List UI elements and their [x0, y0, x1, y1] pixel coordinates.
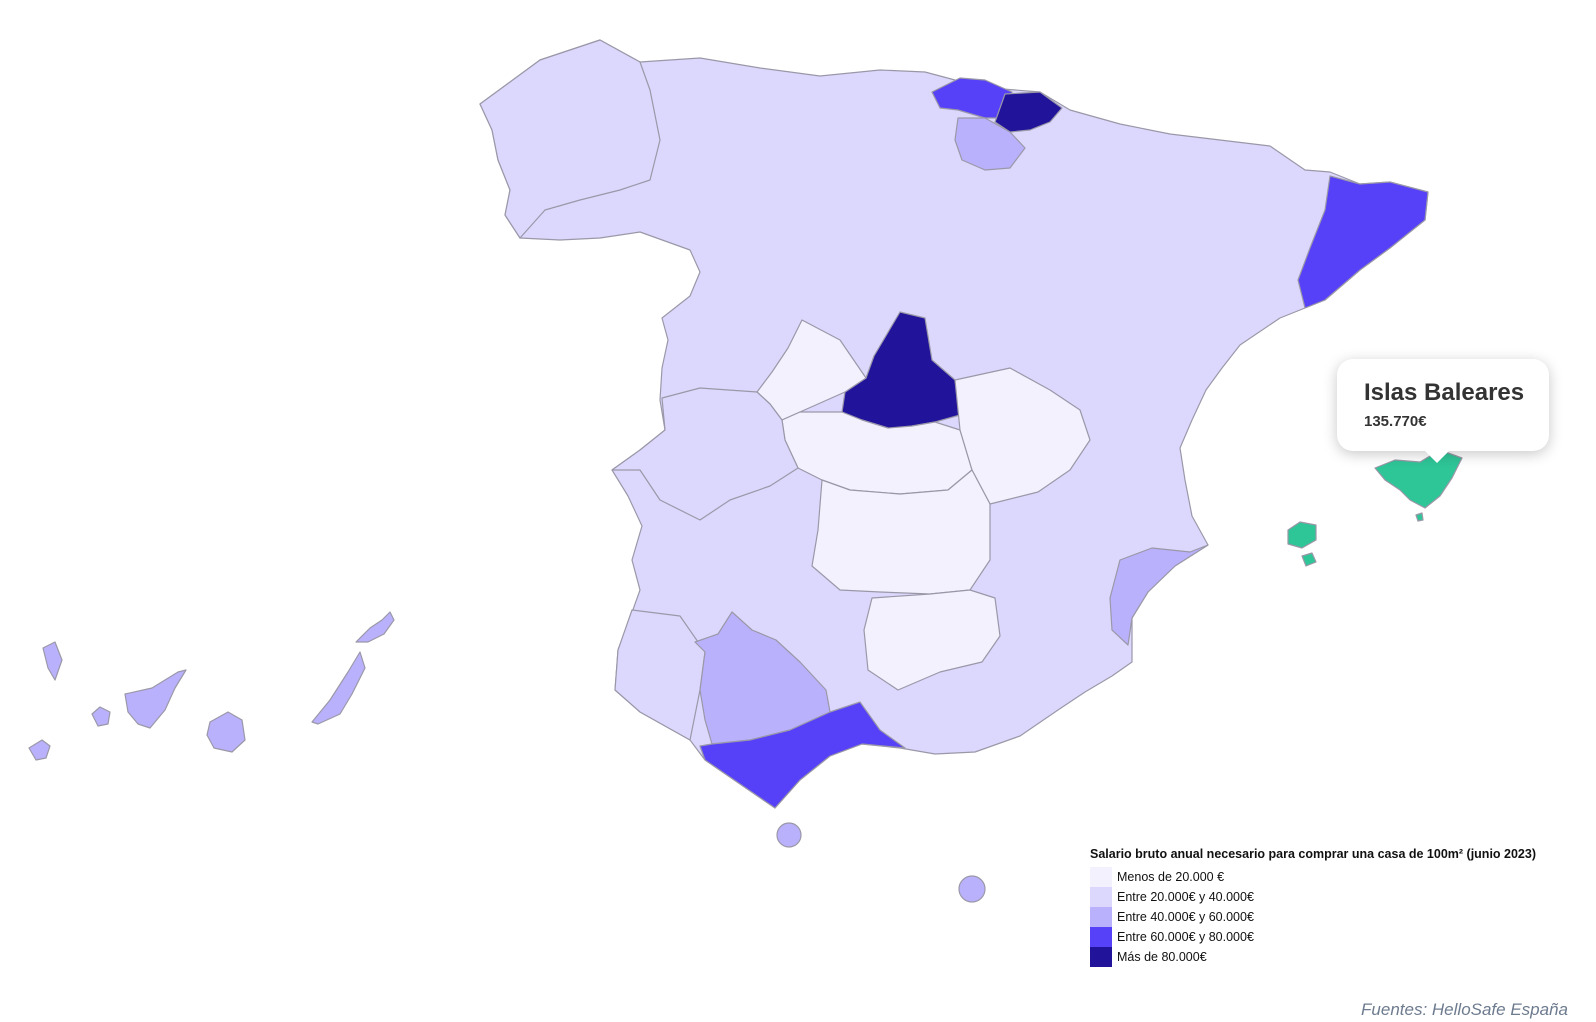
source-credit: Fuentes: HelloSafe España	[1361, 1000, 1568, 1019]
region-la-gomera[interactable]	[91, 706, 111, 727]
legend-item: Entre 20.000€ y 40.000€	[1090, 887, 1590, 907]
region-caceres[interactable]	[611, 387, 799, 521]
region-galicia-asturias[interactable]	[479, 39, 661, 239]
tooltip-region-name: Islas Baleares	[1364, 379, 1525, 406]
legend-swatch	[1090, 947, 1112, 967]
legend-label: Menos de 20.000 €	[1117, 870, 1225, 884]
region-melilla[interactable]	[958, 875, 986, 903]
region-ceuta[interactable]	[776, 822, 802, 848]
region-alava[interactable]	[954, 117, 1026, 171]
map-legend: Salario bruto anual necesario para compr…	[1090, 847, 1590, 967]
legend-label: Entre 20.000€ y 40.000€	[1117, 890, 1254, 904]
legend-label: Más de 80.000€	[1117, 950, 1207, 964]
region-fuerteventura[interactable]	[311, 651, 366, 725]
legend-swatch	[1090, 907, 1112, 927]
region-alicante[interactable]	[1109, 544, 1209, 646]
region-tenerife[interactable]	[124, 669, 187, 729]
region-huelva[interactable]	[614, 609, 706, 741]
tooltip-region-value: 135.770€	[1364, 413, 1427, 430]
region-mallorca[interactable]	[1374, 449, 1463, 509]
legend-swatch	[1090, 887, 1112, 907]
legend-label: Entre 60.000€ y 80.000€	[1117, 930, 1254, 944]
legend-title: Salario bruto anual necesario para compr…	[1090, 847, 1536, 861]
region-el-hierro[interactable]	[28, 739, 51, 761]
region-formentera[interactable]	[1301, 552, 1317, 567]
region-gran-canaria[interactable]	[206, 711, 246, 753]
legend-item: Entre 40.000€ y 60.000€	[1090, 907, 1590, 927]
region-la-palma[interactable]	[42, 641, 63, 681]
region-ibiza[interactable]	[1287, 521, 1317, 549]
region-tooltip: Islas Baleares 135.770€	[1337, 359, 1549, 463]
region-barcelona-girona[interactable]	[1297, 175, 1429, 309]
region-malaga-cadiz[interactable]	[699, 701, 906, 809]
legend-item: Más de 80.000€	[1090, 947, 1590, 967]
region-mainland[interactable]	[479, 39, 1429, 809]
region-lanzarote[interactable]	[355, 611, 395, 643]
legend-item: Entre 60.000€ y 80.000€	[1090, 927, 1590, 947]
region-menorca[interactable]	[1415, 512, 1424, 522]
region-cuenca[interactable]	[954, 367, 1091, 505]
legend-swatch	[1090, 867, 1112, 887]
region-jaen[interactable]	[863, 589, 1001, 691]
region-ciudad-real[interactable]	[811, 469, 991, 595]
legend-label: Entre 40.000€ y 60.000€	[1117, 910, 1254, 924]
region-gipuzkoa[interactable]	[994, 91, 1063, 133]
legend-item: Menos de 20.000 €	[1090, 867, 1590, 887]
legend-swatch	[1090, 927, 1112, 947]
